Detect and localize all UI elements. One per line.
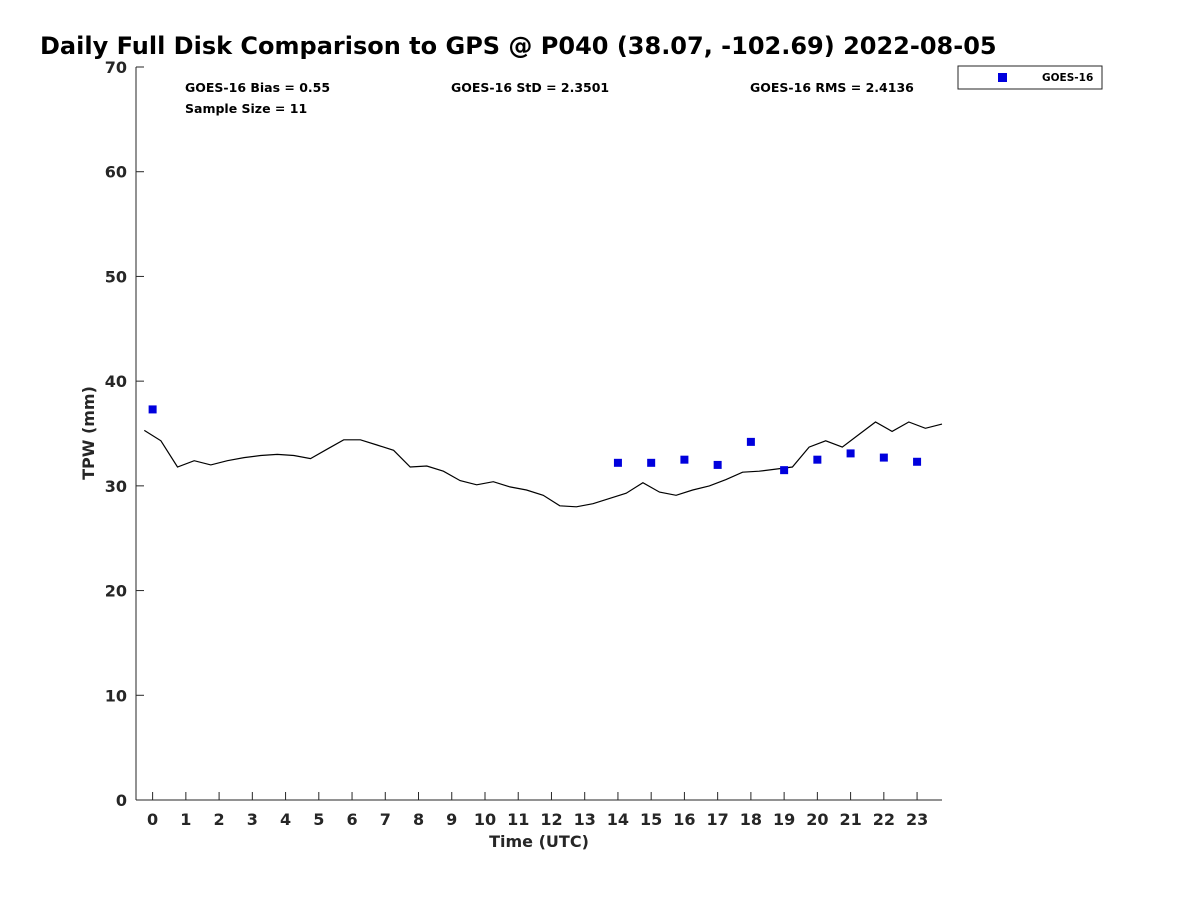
stat-rms: GOES-16 RMS = 2.4136 (750, 80, 914, 95)
x-tick-label: 22 (873, 810, 895, 829)
y-tick-label: 20 (105, 582, 127, 601)
goes16-point (613, 458, 622, 467)
y-tick-label: 0 (116, 791, 127, 810)
x-tick-label: 8 (413, 810, 424, 829)
legend: GOES-16 (957, 65, 1103, 90)
x-tick-label: 6 (346, 810, 357, 829)
goes16-point (148, 405, 157, 414)
legend-box (957, 65, 1103, 90)
x-tick-label: 11 (507, 810, 529, 829)
y-tick-label: 50 (105, 267, 127, 286)
y-tick-label: 60 (105, 163, 127, 182)
goes16-point (846, 449, 855, 458)
goes16-point (647, 458, 656, 467)
x-tick-label: 3 (247, 810, 258, 829)
x-tick-label: 4 (280, 810, 291, 829)
x-tick-label: 14 (607, 810, 629, 829)
x-tick-label: 10 (474, 810, 496, 829)
x-tick-label: 20 (806, 810, 828, 829)
y-ticks: 0 10 20 30 40 50 60 70 (105, 58, 144, 810)
x-axis-label: Time (UTC) (489, 832, 589, 851)
x-tick-label: 21 (839, 810, 861, 829)
x-tick-label: 19 (773, 810, 795, 829)
y-tick-label: 40 (105, 372, 127, 391)
stat-bias: GOES-16 Bias = 0.55 (185, 80, 330, 95)
x-ticks: 0 1 2 3 4 5 6 7 8 9 10 11 12 13 14 15 16 17 18 19 20 21 22 23 (147, 792, 928, 829)
goes16-point (913, 457, 922, 466)
goes16-point (713, 460, 722, 469)
y-tick-label: 10 (105, 686, 127, 705)
chart-title: Daily Full Disk Comparison to GPS @ P040… (40, 32, 997, 60)
gps-tpw-line (143, 421, 943, 508)
stat-sample-size: Sample Size = 11 (185, 101, 307, 116)
series-layer (143, 405, 943, 508)
x-tick-label: 9 (446, 810, 457, 829)
x-tick-label: 12 (540, 810, 562, 829)
x-tick-label: 15 (640, 810, 662, 829)
x-tick-label: 0 (147, 810, 158, 829)
goes16-point (746, 437, 755, 446)
legend-marker-goes16 (998, 73, 1007, 82)
goes16-point (879, 453, 888, 462)
x-tick-label: 13 (574, 810, 596, 829)
y-tick-label: 70 (105, 58, 127, 77)
legend-label-goes16: GOES-16 (1042, 72, 1093, 84)
x-tick-label: 2 (214, 810, 225, 829)
x-tick-label: 23 (906, 810, 928, 829)
x-tick-label: 5 (313, 810, 324, 829)
goes16-point (813, 455, 822, 464)
x-tick-label: 16 (673, 810, 695, 829)
x-tick-label: 1 (180, 810, 191, 829)
x-tick-label: 7 (380, 810, 391, 829)
goes16-point (780, 466, 789, 475)
x-tick-label: 17 (707, 810, 729, 829)
x-tick-label: 18 (740, 810, 762, 829)
goes16-point (680, 455, 689, 464)
y-tick-label: 30 (105, 477, 127, 496)
stat-std: GOES-16 StD = 2.3501 (451, 80, 609, 95)
y-axis-label: TPW (mm) (79, 386, 98, 480)
